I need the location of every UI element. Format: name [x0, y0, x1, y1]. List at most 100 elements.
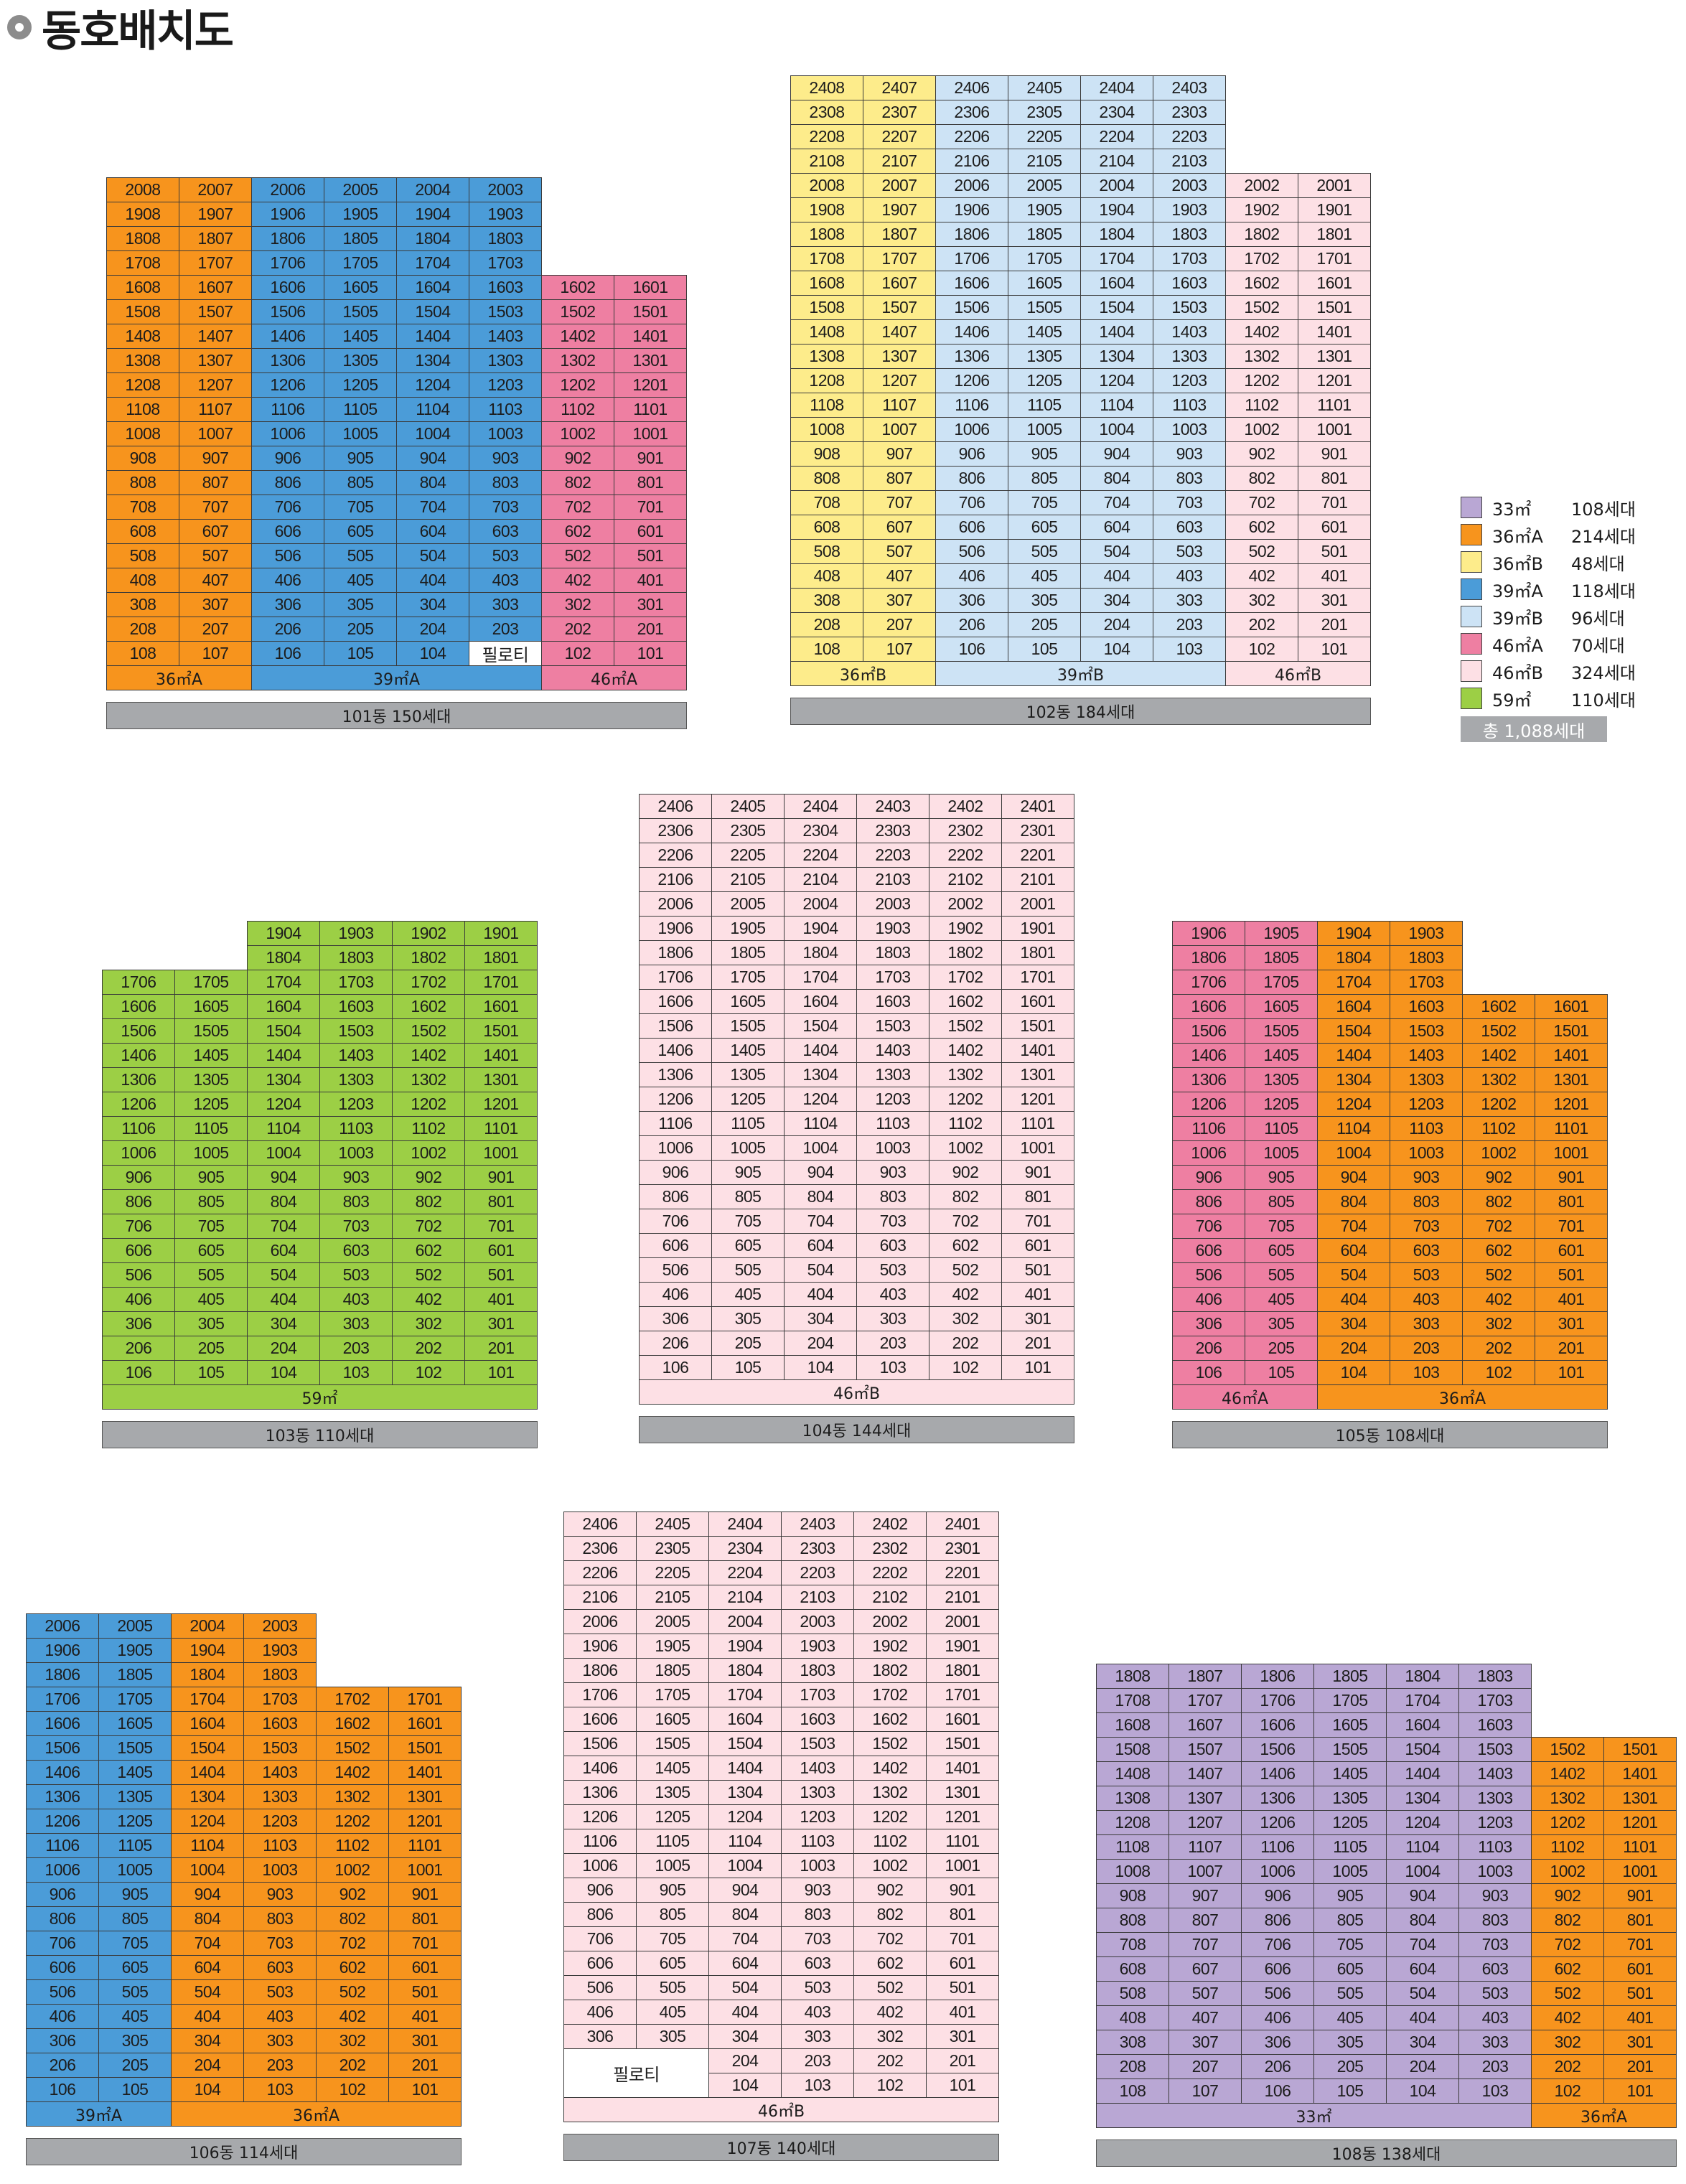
unit-cell: 808	[1096, 1908, 1169, 1933]
unit-cell: 502	[1462, 1262, 1535, 1288]
unit-cell: 1302	[929, 1062, 1002, 1087]
unit-cell: 1603	[781, 1707, 854, 1732]
unit-cell: 2401	[1001, 794, 1074, 819]
unit-cell: 101	[1603, 2078, 1677, 2104]
unit-cell: 2306	[639, 818, 712, 843]
unit-cell: 1507	[1169, 1737, 1242, 1762]
unit-cell: 1007	[179, 421, 252, 446]
unit-cell: 406	[639, 1282, 712, 1307]
unit-cell: 1205	[174, 1092, 248, 1117]
unit-cell: 306	[1172, 1311, 1245, 1336]
building-caption: 108동 138세대	[1096, 2140, 1677, 2167]
unit-cell: 1202	[1225, 368, 1298, 393]
unit-cell: 706	[1172, 1214, 1245, 1239]
unit-cell: 504	[171, 1979, 244, 2005]
unit-cell: 201	[614, 617, 687, 642]
unit-cell: 1706	[563, 1682, 637, 1707]
unit-cell: 1601	[464, 994, 538, 1019]
unit-cell: 1001	[1603, 1859, 1677, 1884]
unit-cell: 603	[781, 1951, 854, 1976]
unit-cell: 905	[1008, 441, 1081, 467]
unit-cell: 203	[469, 617, 542, 642]
unit-cell: 407	[863, 563, 936, 589]
unit-cell: 1003	[319, 1140, 393, 1166]
unit-cell: 1004	[396, 421, 469, 446]
unit-cell: 2204	[784, 843, 857, 868]
unit-cell: 307	[179, 592, 252, 617]
unit-cell: 1204	[247, 1092, 320, 1117]
unit-cell: 207	[1169, 2054, 1242, 2079]
unit-cell: 2405	[636, 1512, 709, 1537]
unit-cell: 1807	[179, 226, 252, 251]
unit-cell: 601	[1298, 515, 1371, 540]
unit-cell: 1407	[1169, 1761, 1242, 1786]
unit-cell: 605	[324, 519, 397, 544]
unit-cell: 108	[790, 637, 863, 662]
unit-cell: 403	[781, 2000, 854, 2025]
unit-cell: 1501	[926, 1731, 999, 1756]
unit-cell: 604	[1080, 515, 1153, 540]
unit-cell: 304	[784, 1306, 857, 1331]
unit-cell: 403	[243, 2004, 317, 2029]
unit-cell: 1305	[1008, 344, 1081, 369]
unit-cell: 2305	[636, 1536, 709, 1561]
unit-cell: 603	[856, 1233, 929, 1258]
unit-cell: 406	[563, 2000, 637, 2025]
unit-cell: 1804	[171, 1662, 244, 1687]
unit-cell: 1704	[708, 1682, 782, 1707]
building-caption: 104동 144세대	[639, 1416, 1074, 1443]
unit-cell: 1001	[926, 1853, 999, 1878]
unit-cell: 1404	[171, 1760, 244, 1785]
type-label: 46㎡B	[563, 2097, 999, 2122]
legend-type: 39㎡A	[1492, 581, 1543, 601]
building-107: 2406 2405 2404 2403 2402 2401 2306 2305 2304 2303…	[563, 1512, 999, 2161]
unit-cell: 608	[1096, 1956, 1169, 1982]
unit-cell: 1301	[1001, 1062, 1074, 1087]
unit-cell: 1403	[1153, 319, 1226, 345]
unit-cell: 205	[711, 1331, 785, 1356]
unit-cell: 2008	[106, 177, 179, 202]
unit-cell: 908	[106, 446, 179, 471]
unit-cell: 806	[1172, 1189, 1245, 1214]
unit-cell: 1203	[856, 1087, 929, 1112]
unit-cell: 306	[1241, 2030, 1314, 2055]
unit-cell: 405	[1313, 2005, 1387, 2030]
unit-cell: 401	[1001, 1282, 1074, 1307]
unit-cell: 1702	[392, 970, 465, 995]
unit-cell: 1303	[1390, 1067, 1463, 1092]
unit-cell: 705	[636, 1926, 709, 1951]
unit-cell: 904	[1317, 1165, 1390, 1190]
unit-cell: 1605	[1008, 271, 1081, 296]
unit-cell: 2407	[863, 75, 936, 100]
unit-cell: 605	[636, 1951, 709, 1976]
unit-cell: 2304	[784, 818, 857, 843]
unit-cell: 1706	[1241, 1688, 1314, 1713]
unit-cell: 1401	[464, 1043, 538, 1068]
unit-cell: 905	[324, 446, 397, 471]
unit-cell: 1306	[251, 348, 324, 373]
unit-cell: 1206	[1241, 1810, 1314, 1835]
type-label: 36㎡B	[790, 661, 936, 686]
unit-cell: 901	[1535, 1165, 1608, 1190]
unit-cell: 1101	[1535, 1116, 1608, 1141]
unit-cell: 503	[1458, 1981, 1532, 2006]
building-caption: 102동 184세대	[790, 698, 1371, 725]
unit-cell: 404	[708, 2000, 782, 2025]
unit-cell: 1804	[1386, 1664, 1459, 1689]
unit-cell: 402	[853, 2000, 927, 2025]
unit-cell: 706	[26, 1931, 99, 1956]
unit-cell: 704	[784, 1209, 857, 1234]
unit-cell: 1005	[324, 421, 397, 446]
unit-cell: 1005	[711, 1135, 785, 1161]
unit-cell: 1105	[1008, 393, 1081, 418]
unit-cell: 701	[388, 1931, 462, 1956]
unit-cell: 204	[784, 1331, 857, 1356]
unit-cell: 2106	[935, 149, 1008, 174]
unit-cell: 403	[856, 1282, 929, 1307]
unit-cell: 1805	[1245, 945, 1318, 970]
unit-cell: 903	[319, 1165, 393, 1190]
unit-cell: 1306	[639, 1062, 712, 1087]
unit-cell: 102	[929, 1355, 1002, 1380]
unit-cell: 802	[1531, 1908, 1604, 1933]
building-105: 1906 1905 1904 1903 1806 1805 1804 1803 1706 1705…	[1172, 921, 1608, 1448]
